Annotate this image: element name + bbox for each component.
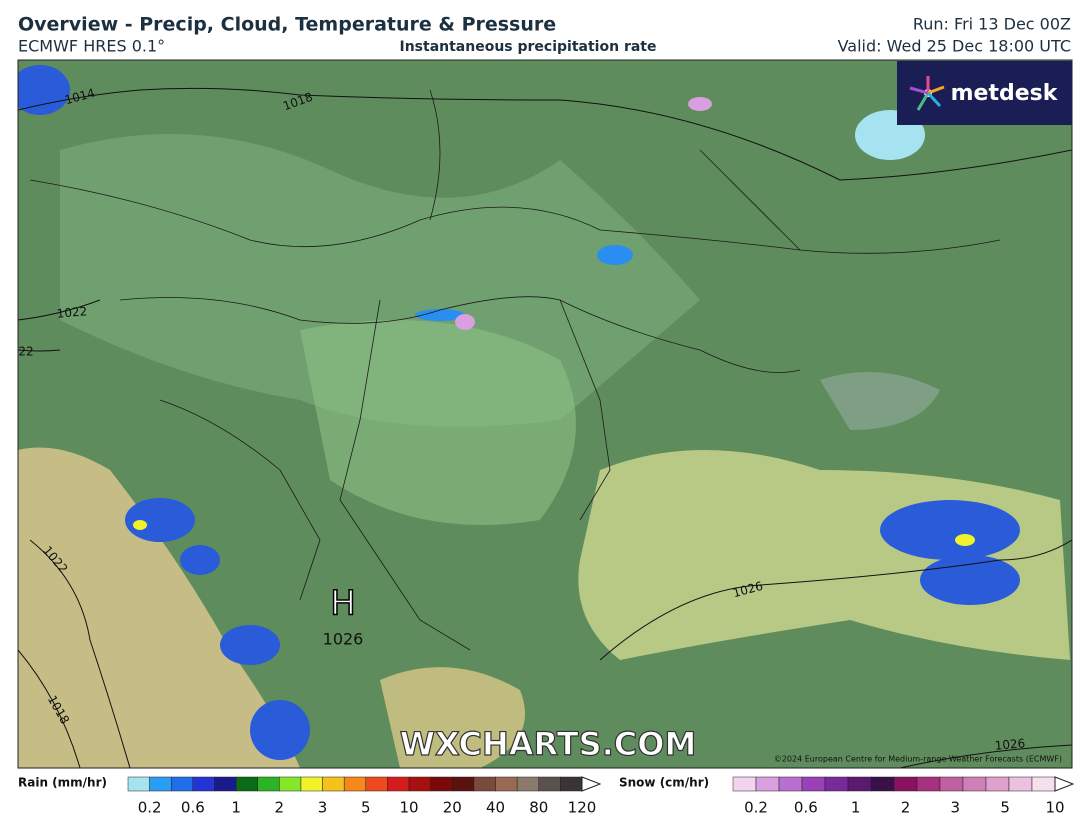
legend-tick-label: 0.2 [744,799,768,817]
legend-tick-label: 2 [275,799,285,817]
legend-swatch [778,776,803,792]
legend-swatch [343,776,367,792]
rain-legend-label: Rain (mm/hr) [18,776,107,790]
watermark: WXCHARTS.COM [400,725,697,763]
legend-swatch [847,776,872,792]
legend-tick-label: 10 [400,799,419,817]
aegean [380,667,525,768]
legend-swatch [473,776,496,792]
snow-area [455,314,475,330]
adriatic-italy [18,447,300,768]
legend-tick-label: 3 [951,799,961,817]
legend-swatch [235,776,258,792]
legend-swatch [1031,776,1056,792]
legend-swatch [985,776,1010,792]
valid-time: Valid: Wed 25 Dec 18:00 UTC [838,37,1071,56]
snow-legend: 0.2 0.6 1 2 3 5 10 [732,776,1075,817]
legend-swatch [1008,776,1033,792]
legend-swatch [127,776,150,792]
legend-swatch [452,776,475,792]
legend-swatch [149,776,172,792]
logo-icon [909,76,945,111]
legend-swatch [755,776,780,792]
legend-arrow [1054,776,1075,792]
model: ECMWF HRES 0.1° [18,37,165,56]
high-pressure: 1026 [323,630,364,649]
legend-swatch [893,776,918,792]
legend-swatch [170,776,194,792]
legend-tick-label: 0.2 [138,799,162,817]
isobars [18,87,1072,768]
rain-area [220,625,280,665]
legend-swatch [824,776,849,792]
rain-legend: 0.2 0.6 1 2 3 5 10 20 40 80 120 [127,776,602,817]
legend-swatch [538,776,561,792]
rain-area [18,65,70,115]
legend-swatch [732,776,757,792]
legend-swatch [365,776,388,792]
legend-tick-label: 80 [529,799,548,817]
map-frame [17,59,1073,769]
legend-swatch [300,776,323,792]
precip-blobs [18,65,1020,760]
legend-swatch [495,776,518,792]
legend-tick-label: 10 [1045,799,1064,817]
rain-area [597,245,633,265]
product: Instantaneous precipitation rate [400,39,657,55]
legend-swatch [560,776,583,792]
legend-tick-label: 2 [901,799,911,817]
legend-tick-label: 1 [231,799,241,817]
legend-tick-label: 40 [486,799,505,817]
rain-core [955,534,975,546]
high-symbol: H [330,584,356,624]
legend-swatch [322,776,345,792]
isobar-label: 22 [18,345,33,359]
legend-swatch [916,776,941,792]
isobar-label: 1026 [994,736,1026,753]
legend-tick-label: 20 [443,799,462,817]
legend-swatch [214,776,237,792]
legend-tick-label: 120 [568,799,597,817]
snow-legend-label: Snow (cm/hr) [619,776,709,790]
rain-area [125,498,195,542]
legend-swatch [962,776,987,792]
legend-swatch [870,776,895,792]
isobar-label: 1022 [56,304,88,321]
legend-tick-label: 5 [361,799,371,817]
snow-area [688,97,712,111]
legend-swatch [939,776,964,792]
legend-swatch [192,776,215,792]
rain-area [920,555,1020,605]
rain-core [133,520,147,530]
legend-swatch [387,776,410,792]
cloud-cover [300,320,576,525]
rain-area [880,500,1020,560]
legend-tick-label: 3 [318,799,328,817]
legend-swatch [430,776,453,792]
run-time: Run: Fri 13 Dec 00Z [913,15,1071,34]
legend-swatch [408,776,431,792]
sea-of-azov [820,372,940,430]
rain-area [180,545,220,575]
legend-tick-label: 0.6 [181,799,205,817]
borders [29,89,1001,651]
legend-arrow [581,776,602,792]
legend-tick-label: 0.6 [794,799,818,817]
rain-area [250,700,310,760]
legend-swatch [801,776,826,792]
rain-area [415,309,465,321]
legend-tick-label: 1 [851,799,861,817]
legend-tick-label: 5 [1000,799,1010,817]
legend-swatch [257,776,280,792]
title: Overview - Precip, Cloud, Temperature & … [18,14,556,36]
logo-text: metdesk [951,81,1059,106]
legend-swatch [516,776,540,792]
legend-swatch [279,776,302,792]
copyright: ©2024 European Centre for Medium-range W… [774,755,1062,764]
